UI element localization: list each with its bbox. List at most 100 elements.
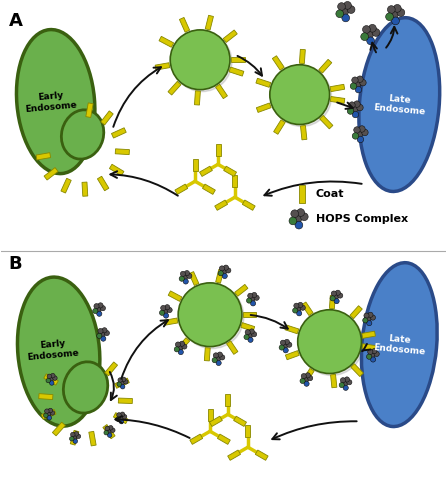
Circle shape [297,208,304,216]
Circle shape [167,308,172,312]
Circle shape [368,24,376,32]
Circle shape [357,104,363,111]
Circle shape [93,308,98,314]
Circle shape [295,221,303,229]
Circle shape [221,270,227,274]
Circle shape [347,6,355,14]
Bar [204,348,210,361]
Circle shape [98,328,103,334]
Bar [193,160,198,172]
Bar [232,176,237,187]
Circle shape [170,30,230,90]
Bar [215,144,220,156]
Bar [285,350,299,360]
Bar [243,312,256,317]
Circle shape [342,14,350,22]
Text: Early
Endosome: Early Endosome [26,338,80,361]
Circle shape [122,414,127,419]
Bar [329,296,335,308]
Circle shape [270,64,329,124]
Bar [168,82,181,95]
Circle shape [160,306,166,310]
Bar [256,78,271,88]
Circle shape [246,298,252,303]
Bar [155,62,170,70]
Circle shape [49,377,53,382]
Circle shape [280,340,286,345]
Circle shape [50,380,54,385]
Circle shape [352,112,358,118]
Circle shape [217,352,223,357]
Bar [44,374,59,385]
Circle shape [184,270,190,276]
Text: Late
Endosome: Late Endosome [372,92,426,116]
Circle shape [397,8,405,16]
Bar [300,126,307,140]
Circle shape [347,108,354,114]
Circle shape [174,346,179,352]
Bar [115,149,130,154]
Bar [228,450,240,460]
Text: Coat: Coat [316,189,344,199]
Bar [177,338,190,350]
Bar [227,341,238,354]
Circle shape [119,420,124,424]
Circle shape [352,77,358,84]
Bar [224,166,236,176]
Bar [362,344,375,350]
Circle shape [118,378,122,382]
Circle shape [367,354,372,360]
Bar [52,422,65,436]
Bar [245,426,250,437]
Bar [105,362,118,376]
Circle shape [160,310,164,316]
Bar [175,184,188,194]
Circle shape [248,337,253,342]
Bar [205,16,214,30]
Circle shape [330,296,335,301]
Circle shape [283,348,288,353]
Circle shape [279,345,284,350]
Circle shape [388,6,395,14]
Bar [229,67,244,76]
Circle shape [300,378,305,384]
Circle shape [298,302,303,308]
Circle shape [357,76,363,82]
Circle shape [350,83,357,89]
Circle shape [219,266,224,271]
Circle shape [249,329,254,334]
Circle shape [354,126,360,133]
Circle shape [102,328,107,333]
Circle shape [304,381,309,386]
Circle shape [370,315,375,320]
Circle shape [360,80,366,86]
Bar [302,302,313,316]
Circle shape [76,434,80,438]
Circle shape [71,432,75,437]
Bar [111,128,126,138]
Circle shape [366,31,373,38]
Bar [223,30,237,42]
Bar [330,96,345,103]
Circle shape [354,82,361,88]
Bar [303,368,314,382]
Circle shape [120,412,125,416]
Circle shape [356,131,363,138]
Circle shape [298,310,362,374]
Bar [351,364,363,376]
Ellipse shape [17,30,95,174]
Bar [256,103,271,113]
Bar [285,325,299,334]
Circle shape [344,2,351,10]
Bar [190,434,202,444]
Circle shape [182,275,188,280]
Circle shape [215,356,220,362]
Circle shape [163,309,168,314]
Circle shape [362,129,368,136]
Circle shape [299,312,363,376]
Circle shape [118,416,123,420]
Bar [299,50,305,64]
Circle shape [94,304,99,309]
Circle shape [296,310,302,316]
Circle shape [343,385,348,390]
